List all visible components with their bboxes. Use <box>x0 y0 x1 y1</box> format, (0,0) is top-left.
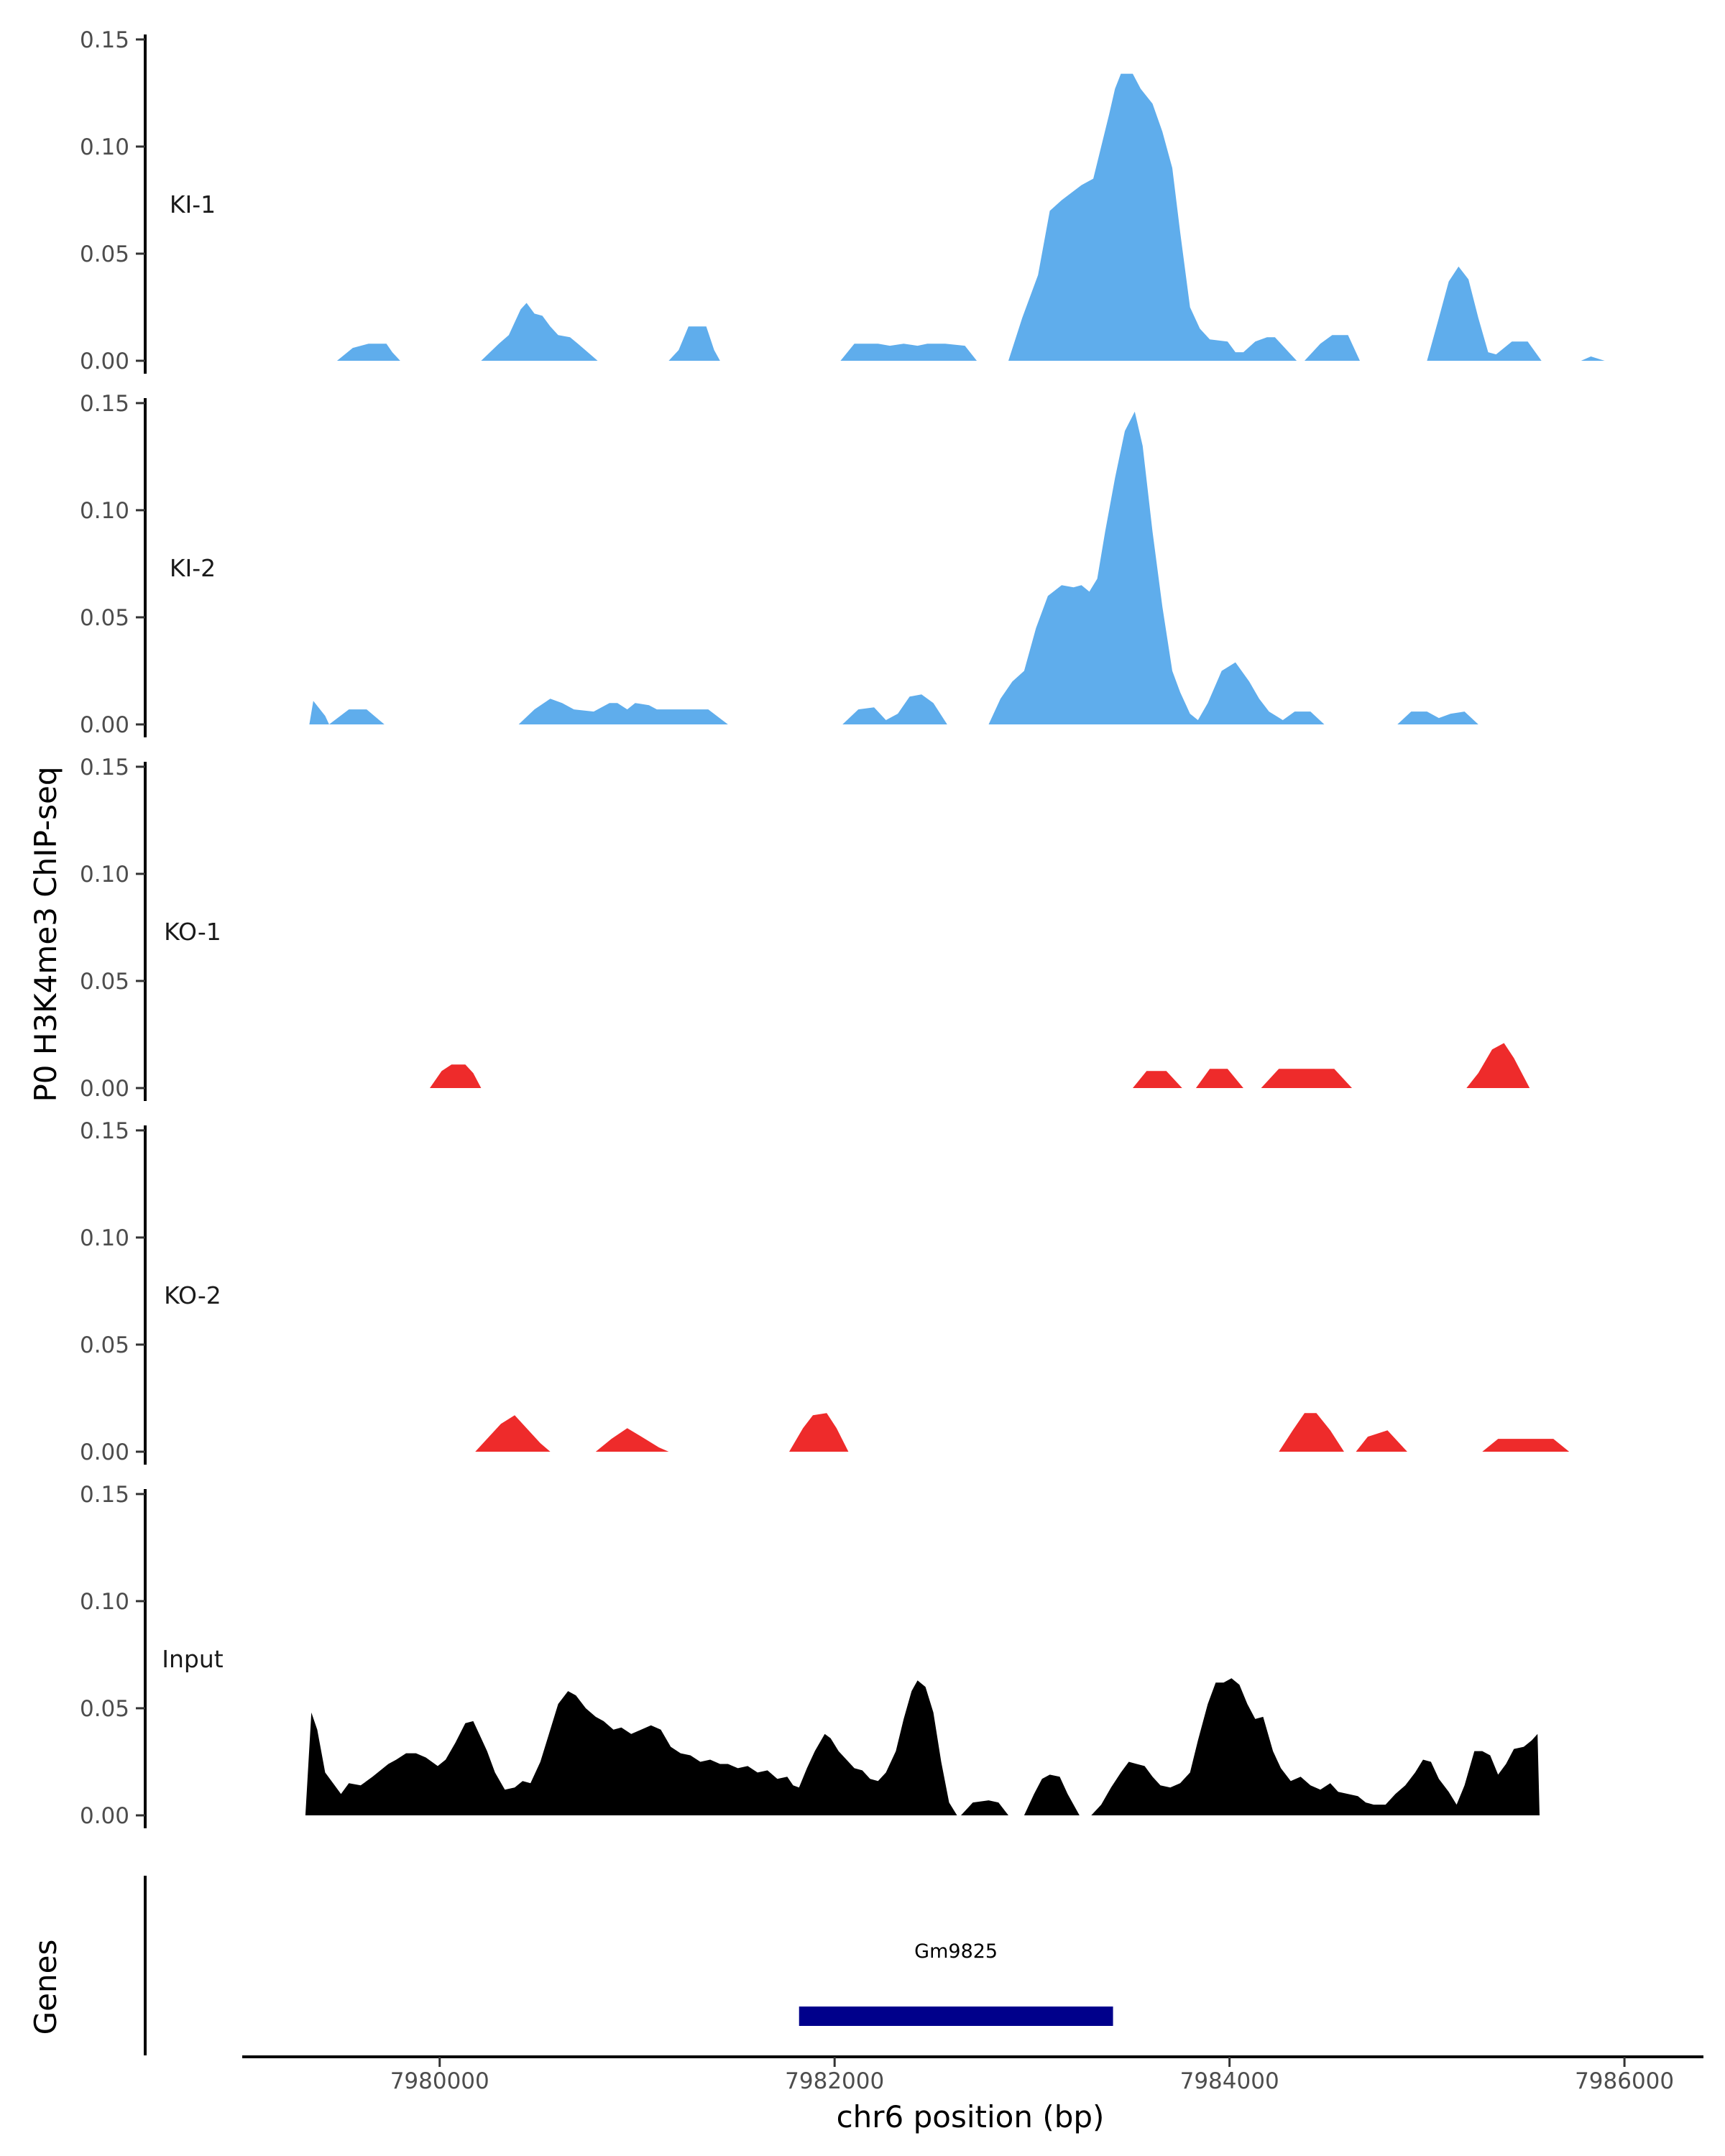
signal-area <box>518 699 728 724</box>
signal-area <box>1427 266 1542 361</box>
signal-area <box>1024 1774 1080 1815</box>
y-axis-title: P0 H3K4me3 ChIP-seq <box>28 766 63 1102</box>
gene-label: Gm9825 <box>914 1940 998 1963</box>
signal-area <box>1466 1043 1530 1088</box>
y-tick-label: 0.10 <box>80 862 129 888</box>
y-tick-label: 0.00 <box>80 1076 129 1102</box>
track-panel-ko-2: 0.00 0.05 0.10 0.15 KO-2 <box>80 1118 1570 1465</box>
track-label: KO-2 <box>164 1281 221 1309</box>
signal-area <box>1581 356 1605 361</box>
y-tick-label: 0.05 <box>80 1696 129 1722</box>
signal-area <box>988 411 1325 724</box>
y-tick-label: 0.10 <box>80 134 129 160</box>
signal-area <box>305 1680 957 1815</box>
track-label: KI-1 <box>170 190 216 218</box>
track-label: KI-2 <box>170 554 216 582</box>
signal-area <box>1356 1430 1407 1452</box>
track-label: Input <box>162 1645 224 1673</box>
y-tick-label: 0.15 <box>80 755 129 780</box>
y-tick-label: 0.00 <box>80 349 129 374</box>
y-tick-label: 0.05 <box>80 241 129 267</box>
signal-area <box>430 1064 482 1088</box>
signal-area <box>1482 1439 1570 1452</box>
x-tick-label: 7982000 <box>785 2068 884 2094</box>
track-panel-ki-2: 0.00 0.05 0.10 0.15 KI-2 <box>80 391 1478 738</box>
track-panel-ko-1: 0.00 0.05 0.10 0.15 KO-1 <box>80 755 1530 1102</box>
track-label: KO-1 <box>164 918 221 946</box>
y-tick-label: 0.05 <box>80 1332 129 1358</box>
y-tick-label: 0.15 <box>80 391 129 417</box>
gene-panel: Genes Gm9825 <box>28 1876 1113 2055</box>
y-tick-label: 0.10 <box>80 1225 129 1251</box>
y-tick-label: 0.00 <box>80 1439 129 1465</box>
signal-area <box>789 1413 849 1452</box>
x-tick-label: 7986000 <box>1575 2068 1674 2094</box>
signal-area <box>840 344 977 361</box>
x-axis: 7980000 7982000 7984000 7986000 <box>242 2055 1703 2094</box>
y-tick-label: 0.10 <box>80 498 129 524</box>
signal-area <box>668 326 720 361</box>
genes-axis-title: Genes <box>28 1940 63 2035</box>
x-tick-label: 7984000 <box>1180 2068 1279 2094</box>
signal-area <box>309 701 329 724</box>
signal-area <box>1091 1678 1540 1815</box>
signal-area <box>1279 1413 1344 1452</box>
signal-area <box>336 344 400 361</box>
signal-area <box>1397 711 1478 724</box>
signal-area <box>1008 73 1297 361</box>
signal-area <box>1133 1071 1182 1088</box>
x-tick-label: 7980000 <box>390 2068 489 2094</box>
signal-area <box>328 709 385 724</box>
y-tick-label: 0.15 <box>80 1482 129 1508</box>
signal-area <box>475 1415 551 1452</box>
gene-body-bar <box>799 2007 1113 2026</box>
y-tick-label: 0.00 <box>80 712 129 738</box>
y-tick-label: 0.15 <box>80 27 129 53</box>
y-tick-label: 0.15 <box>80 1118 129 1144</box>
y-tick-label: 0.10 <box>80 1589 129 1615</box>
signal-area <box>1195 1069 1243 1088</box>
signal-area <box>961 1800 1008 1815</box>
signal-area <box>595 1428 669 1452</box>
signal-area <box>1305 335 1360 361</box>
y-tick-label: 0.05 <box>80 969 129 995</box>
signal-area <box>1261 1069 1352 1088</box>
track-panels: 0.00 0.05 0.10 0.15 KI-1 0.00 0.05 0.10 0.15 KI-2… <box>80 27 1605 1829</box>
x-axis-title: chr6 position (bp) <box>837 2099 1105 2134</box>
track-panel-input: 0.00 0.05 0.10 0.15 Input <box>80 1482 1540 1829</box>
y-tick-label: 0.00 <box>80 1803 129 1829</box>
y-tick-label: 0.05 <box>80 605 129 631</box>
signal-area <box>481 303 598 361</box>
signal-area <box>842 694 947 724</box>
track-panel-ki-1: 0.00 0.05 0.10 0.15 KI-1 <box>80 27 1605 374</box>
